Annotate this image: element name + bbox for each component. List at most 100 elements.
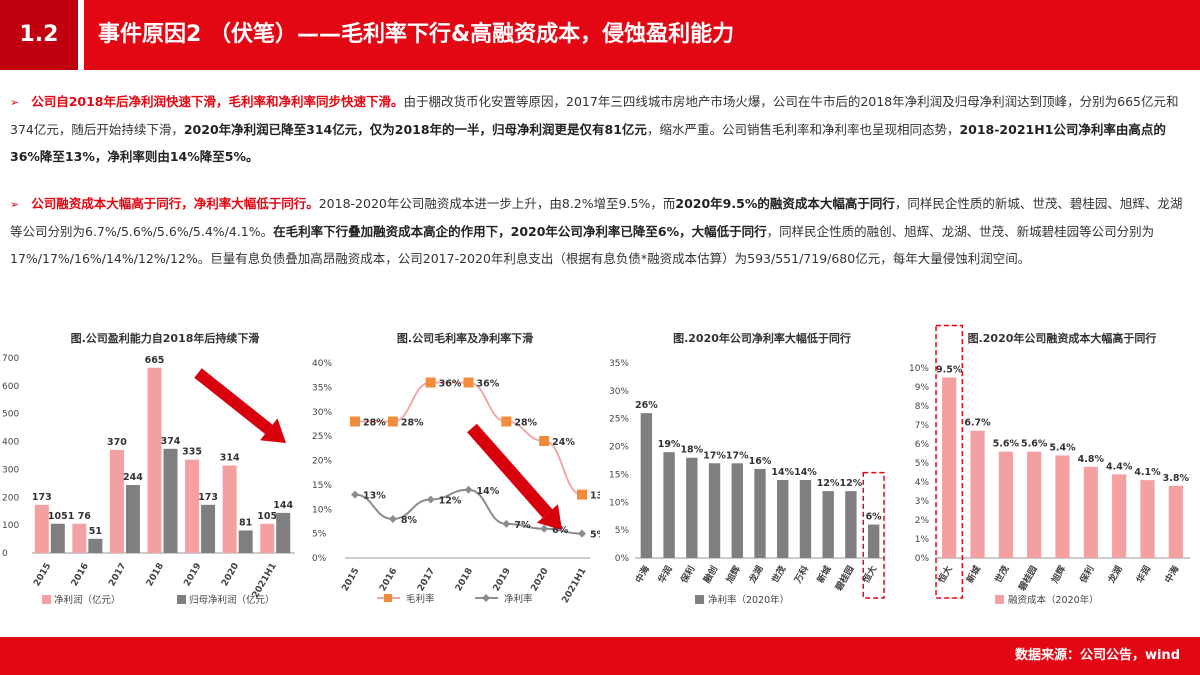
legend-swatch — [42, 595, 51, 604]
x-tick-label: 2017 — [416, 567, 437, 594]
y-tick-label: 1% — [915, 535, 930, 545]
paragraph-segment: 在毛利率下行叠加融资成本高企的作用下，2020年公司净利率已降至6%，大幅低于同… — [273, 224, 767, 239]
bar — [72, 523, 87, 553]
y-tick-label: 10% — [312, 505, 332, 515]
highlight-box — [862, 471, 885, 599]
data-label: 36% — [477, 379, 500, 390]
x-tick-label: 2015 — [32, 562, 53, 589]
y-tick-label: 15% — [312, 481, 332, 491]
x-tick-label: 华润 — [1134, 564, 1153, 586]
data-source: 数据来源：公司公告，wind — [1014, 648, 1180, 663]
data-label: 335 — [182, 447, 202, 458]
bar — [201, 504, 216, 553]
series-marker — [351, 490, 359, 499]
y-tick-label: 200 — [2, 493, 19, 503]
legend-label: 净利率 — [504, 593, 533, 605]
data-label: 105 — [257, 511, 277, 522]
y-tick-label: 10% — [609, 498, 629, 508]
x-tick-label: 华润 — [655, 564, 674, 586]
data-label: 12% — [840, 478, 863, 489]
y-tick-label: 9% — [915, 383, 930, 393]
legend-label: 净利润（亿元） — [54, 594, 121, 606]
x-tick-label: 2016 — [70, 562, 91, 589]
data-label: 14% — [477, 486, 500, 497]
y-tick-label: 5% — [615, 526, 630, 536]
series-marker — [387, 416, 398, 427]
data-label: 1 76 — [68, 511, 92, 522]
bar — [640, 413, 653, 558]
section-number: 1.2 — [0, 0, 78, 70]
bar — [125, 485, 140, 553]
paragraph-segment: ，同样民企性质的融创、旭辉、龙湖、世茂、新城碧桂园等公司分别为17%/17%/1… — [10, 224, 1155, 266]
x-tick-label: 融创 — [701, 564, 720, 586]
bar — [970, 430, 985, 558]
chart-title: 图.公司盈利能力自2018年后持续下滑 — [71, 331, 260, 345]
y-tick-label: 35% — [312, 383, 332, 393]
bar — [663, 452, 675, 558]
bar — [998, 451, 1013, 558]
bar — [34, 504, 49, 553]
data-label: 17% — [726, 450, 749, 461]
x-tick-label: 旭辉 — [1048, 564, 1068, 586]
data-label: 19% — [658, 439, 681, 450]
data-label: 13% — [363, 491, 386, 502]
y-tick-label: 8% — [915, 402, 930, 412]
y-tick-label: 10% — [909, 364, 929, 374]
x-tick-label: 新城 — [964, 564, 983, 586]
paragraph-segment: 2018-2020年公司融资成本进一步上升，由8.2%增至9.5%，而 — [318, 196, 676, 211]
data-label: 26% — [635, 400, 658, 411]
paragraph-segment: 公司融资成本大幅高于同行，净利率大幅低于同行。 — [31, 196, 319, 211]
y-tick-label: 0% — [615, 554, 630, 564]
data-label: 36% — [439, 379, 462, 390]
y-tick-label: 20% — [609, 443, 629, 453]
chart-profit-svg: 图.公司盈利能力自2018年后持续下滑 0 100 200 300 400 500 600 70… — [2, 331, 295, 606]
x-tick-label: 2019 — [182, 562, 203, 589]
y-tick-label: 4% — [915, 478, 930, 488]
paragraph-segment: 由于棚改货币化安置等原因，2017年三四线城市房地产市场火爆，公司在牛市后的20… — [10, 94, 1179, 137]
bar — [777, 480, 789, 558]
x-tick-label: 中海 — [1162, 564, 1181, 586]
bar — [276, 512, 291, 553]
data-label: 24% — [552, 437, 575, 448]
paragraph-profit-decline: ➢ 公司自2018年后净利润快速下滑，毛利率和净利率同步快速下滑。由于棚改货币化安… — [10, 88, 1188, 170]
x-tick-label: 龙湖 — [746, 564, 766, 586]
x-tick-label: 保利 — [678, 564, 698, 586]
data-label: 9.5% — [936, 365, 963, 376]
data-label: 665 — [145, 355, 165, 366]
y-tick-label: 25% — [609, 415, 629, 425]
chart-margin-svg: 图.公司毛利率及净利率下滑 0% 5% 10% 15% 20% 25% 30% 35% 40% 20… — [312, 331, 600, 605]
page-title: 事件原因2 （伏笔）——毛利率下行&高融资成本，侵蚀盈利能力 — [98, 22, 735, 47]
data-label: 18% — [680, 445, 703, 456]
trend-arrow-shaft — [194, 368, 273, 435]
bar — [1168, 485, 1183, 558]
legend-swatch — [384, 594, 392, 602]
y-tick-label: 5% — [312, 530, 327, 540]
series-marker — [350, 416, 360, 427]
chart-margin: 图.公司毛利率及净利率下滑 0% 5% 10% 15% 20% 25% 30% 35% 40% 20… — [300, 318, 600, 616]
y-tick-label: 5% — [915, 459, 930, 469]
x-tick-label: 旭辉 — [723, 564, 743, 586]
trend-arrow-head — [260, 418, 286, 443]
paragraph-segment: 2020年净利润已降至314亿元，仅为2018年的一半，归母净利润更是仅有81亿… — [183, 122, 647, 137]
series-marker — [540, 524, 549, 533]
bar — [109, 449, 124, 553]
data-label: 28% — [363, 418, 386, 429]
chart-financing-cost-peers: 图.2020年公司融资成本大幅高于同行 0% 1% 2% 3% 4% 5% 6% 7% 8% 9% 1… — [900, 318, 1200, 616]
legend-label: 净利率（2020年） — [708, 594, 789, 606]
data-label: 244 — [123, 472, 143, 483]
bar — [708, 463, 721, 558]
data-label: 144 — [273, 500, 293, 511]
data-label: 81 — [239, 517, 252, 528]
legend-swatch — [995, 595, 1004, 604]
y-tick-label: 3% — [915, 497, 930, 507]
y-tick-label: 30% — [609, 387, 629, 397]
paragraph-segment: 公司自2018年后净利润快速下滑，毛利率和净利率同步快速下滑。 — [31, 94, 404, 109]
paragraph-segment: ，同样民企性质的新城、世茂、碧桂园、旭辉、龙湖等公司分别为6.7%/5.6%/5… — [10, 196, 1183, 239]
chart-title: 图.2020年公司融资成本大幅高于同行 — [968, 331, 1157, 345]
legend-label: 融资成本（2020年） — [1008, 594, 1099, 606]
paragraph-segment: 2018-2021H1公司净利率由高点的36%降至13%，净利率则由14%降至5… — [10, 122, 1166, 164]
x-tick-label: 2018 — [145, 562, 166, 589]
x-tick-label: 2020 — [530, 567, 551, 594]
y-tick-label: 700 — [2, 354, 19, 364]
series-marker — [501, 416, 512, 427]
